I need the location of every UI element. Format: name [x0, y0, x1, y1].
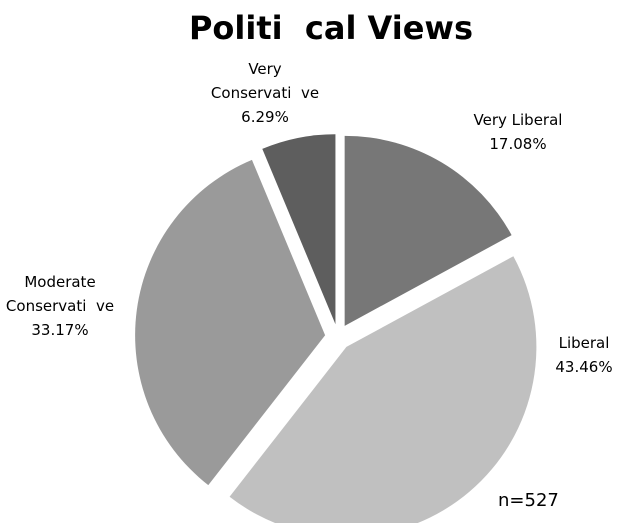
- slice-label-2: Moderate Conservati ve 33.17%: [6, 273, 114, 339]
- slice-name-line-2-1: Conservati ve: [6, 297, 114, 315]
- slice-label-0: Very Liberal 17.08%: [474, 111, 563, 153]
- slice-name-line-0-0: Very Liberal: [474, 111, 563, 129]
- pie-slice-0: [344, 135, 512, 326]
- slice-label-3: Very Conservati ve 6.29%: [211, 60, 319, 126]
- slice-value-label-3: 6.29%: [241, 108, 289, 126]
- slice-labels: Very Liberal 17.08% Liberal 43.46% Moderate C…: [6, 60, 613, 376]
- sample-size-note: n=527: [498, 490, 559, 511]
- pie-slice-2: [135, 159, 326, 486]
- slice-value-label-1: 43.46%: [555, 358, 612, 376]
- slice-value-label-0: 17.08%: [489, 135, 546, 153]
- slice-name-line-2-0: Moderate: [24, 273, 95, 291]
- slice-label-1: Liberal 43.46%: [555, 334, 612, 376]
- slice-value-label-2: 33.17%: [31, 321, 88, 339]
- slice-name-line-3-0: Very: [248, 60, 281, 78]
- slice-name-line-1-0: Liberal: [559, 334, 610, 352]
- chart-title: Politi cal Views: [189, 9, 473, 47]
- pie-slice-1: [229, 256, 537, 523]
- pie-slices: [135, 134, 537, 523]
- slice-name-line-3-1: Conservati ve: [211, 84, 319, 102]
- pie-slice-3: [262, 134, 336, 325]
